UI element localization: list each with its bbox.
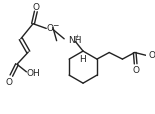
Text: O: O bbox=[32, 3, 39, 12]
Text: −: − bbox=[53, 21, 59, 30]
Text: O: O bbox=[46, 24, 53, 33]
Text: OH: OH bbox=[26, 69, 40, 78]
Text: O: O bbox=[132, 65, 139, 74]
Text: O: O bbox=[149, 50, 155, 59]
Text: +: + bbox=[75, 33, 80, 38]
Text: H: H bbox=[79, 55, 86, 64]
Text: O: O bbox=[6, 77, 13, 86]
Text: NH: NH bbox=[68, 36, 82, 45]
